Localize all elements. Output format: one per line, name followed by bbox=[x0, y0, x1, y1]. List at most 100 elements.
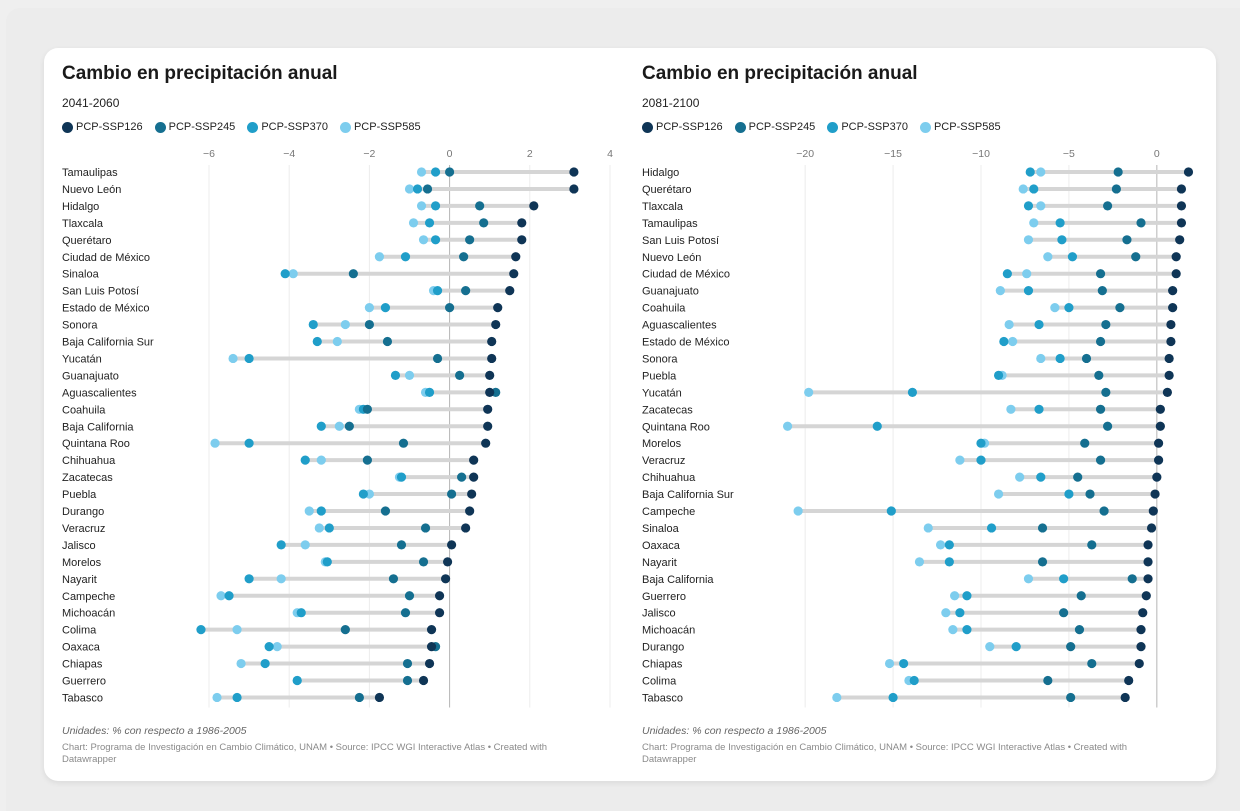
x-tick-label: −10 bbox=[972, 148, 990, 160]
data-point-pcp-ssp585 bbox=[1018, 184, 1028, 194]
data-point-pcp-ssp585 bbox=[935, 540, 946, 550]
data-point-pcp-ssp585 bbox=[832, 692, 842, 703]
state-label: Durango bbox=[642, 642, 684, 654]
data-point-pcp-ssp585 bbox=[272, 642, 282, 652]
state-label: Yucatán bbox=[62, 353, 102, 365]
legend-item-ssp585: PCP-SSP585 bbox=[339, 121, 421, 133]
data-point-pcp-ssp245 bbox=[398, 438, 409, 448]
state-label: Ciudad de México bbox=[642, 269, 730, 281]
state-label: Jalisco bbox=[642, 608, 676, 620]
data-point-pcp-ssp126 bbox=[1143, 557, 1153, 567]
chart-subtitle: 2041-2060 bbox=[62, 96, 120, 110]
state-label: Colima bbox=[642, 676, 677, 688]
data-point-pcp-ssp370 bbox=[316, 506, 326, 516]
data-point-pcp-ssp585 bbox=[782, 421, 793, 431]
data-point-pcp-ssp126 bbox=[1171, 252, 1181, 262]
data-point-pcp-ssp585 bbox=[950, 591, 960, 601]
state-label: San Luis Potosí bbox=[62, 286, 139, 298]
data-point-pcp-ssp126 bbox=[1150, 489, 1160, 499]
data-point-pcp-ssp370 bbox=[308, 319, 318, 330]
data-point-pcp-ssp245 bbox=[445, 167, 455, 177]
data-point-pcp-ssp245 bbox=[1097, 286, 1107, 296]
data-point-pcp-ssp370 bbox=[976, 455, 986, 465]
data-point-pcp-ssp126 bbox=[1176, 218, 1187, 228]
data-point-pcp-ssp245 bbox=[402, 658, 413, 669]
data-point-pcp-ssp245 bbox=[1073, 472, 1083, 482]
data-point-pcp-ssp126 bbox=[1171, 269, 1181, 279]
state-label: Hidalgo bbox=[62, 201, 99, 213]
data-point-pcp-ssp126 bbox=[529, 201, 539, 211]
data-point-pcp-ssp245 bbox=[348, 269, 358, 279]
data-point-pcp-ssp126 bbox=[1141, 591, 1151, 601]
legend-label: PCP-SSP585 bbox=[353, 121, 421, 133]
data-point-pcp-ssp370 bbox=[296, 608, 306, 618]
legend: PCP-SSP126 PCP-SSP245 PCP-SSP370 PCP-SSP… bbox=[62, 121, 421, 133]
dot-plot: −20 −15 −10 −5 0 Hidalgo Querétaro Tlaxcala Tama… bbox=[642, 148, 1194, 708]
state-label: Ciudad de México bbox=[62, 252, 150, 264]
x-tick-label: −15 bbox=[884, 148, 902, 160]
state-label: Campeche bbox=[62, 591, 115, 603]
data-point-pcp-ssp370 bbox=[1059, 574, 1069, 584]
data-point-pcp-ssp126 bbox=[1175, 235, 1185, 245]
data-point-pcp-ssp245 bbox=[382, 336, 393, 347]
state-label: Guanajuato bbox=[642, 286, 699, 298]
data-point-pcp-ssp126 bbox=[517, 235, 527, 245]
state-label: Chihuahua bbox=[642, 472, 696, 484]
data-point-pcp-ssp245 bbox=[400, 608, 411, 618]
legend-label: PCP-SSP585 bbox=[933, 121, 1001, 133]
data-point-pcp-ssp585 bbox=[304, 506, 314, 516]
data-point-pcp-ssp245 bbox=[461, 286, 471, 296]
data-point-pcp-ssp245 bbox=[459, 252, 469, 262]
state-label: Chiapas bbox=[62, 659, 103, 671]
data-point-pcp-ssp126 bbox=[442, 557, 453, 567]
data-point-pcp-ssp245 bbox=[1113, 167, 1123, 177]
data-point-pcp-ssp370 bbox=[300, 455, 310, 465]
data-point-pcp-ssp585 bbox=[236, 658, 246, 669]
legend-item-ssp370: PCP-SSP370 bbox=[827, 121, 908, 133]
data-point-pcp-ssp126 bbox=[1176, 184, 1187, 194]
state-label: Tlaxcala bbox=[642, 201, 684, 213]
data-point-pcp-ssp126 bbox=[1162, 387, 1172, 397]
data-point-pcp-ssp585 bbox=[210, 438, 220, 448]
data-point-pcp-ssp370 bbox=[899, 658, 909, 669]
data-point-pcp-ssp126 bbox=[569, 167, 579, 177]
legend-swatch bbox=[919, 121, 931, 133]
state-label: Zacatecas bbox=[62, 472, 113, 484]
data-point-pcp-ssp126 bbox=[1143, 574, 1153, 584]
data-point-pcp-ssp585 bbox=[1015, 472, 1025, 482]
data-point-pcp-ssp585 bbox=[884, 658, 895, 669]
data-point-pcp-ssp585 bbox=[1036, 167, 1046, 177]
data-point-pcp-ssp585 bbox=[1050, 303, 1060, 313]
data-point-pcp-ssp245 bbox=[1115, 303, 1125, 313]
data-point-pcp-ssp126 bbox=[1153, 438, 1164, 448]
data-point-pcp-ssp370 bbox=[1011, 642, 1021, 652]
x-tick-label: −20 bbox=[796, 148, 814, 160]
data-point-pcp-ssp585 bbox=[1004, 319, 1014, 330]
data-point-pcp-ssp126 bbox=[424, 658, 435, 669]
legend-swatch bbox=[62, 121, 73, 133]
data-point-pcp-ssp585 bbox=[1008, 336, 1018, 347]
data-point-pcp-ssp245 bbox=[1095, 404, 1106, 414]
data-point-pcp-ssp585 bbox=[941, 608, 951, 618]
chart-panel-2081-2100: Cambio en precipitación anual 2081-2100 … bbox=[642, 48, 1202, 781]
state-label: Puebla bbox=[62, 489, 97, 501]
data-point-pcp-ssp585 bbox=[300, 540, 310, 550]
legend-swatch bbox=[734, 121, 746, 133]
data-point-pcp-ssp126 bbox=[1164, 353, 1174, 364]
legend-swatch bbox=[247, 121, 259, 133]
data-point-pcp-ssp245 bbox=[1074, 625, 1085, 635]
legend-item-ssp126: PCP-SSP126 bbox=[642, 121, 723, 133]
state-label: Guerrero bbox=[62, 676, 106, 688]
data-point-pcp-ssp370 bbox=[1064, 489, 1074, 499]
data-point-pcp-ssp126 bbox=[1164, 370, 1174, 380]
state-label: Morelos bbox=[62, 557, 102, 569]
state-label: Quintana Roo bbox=[62, 438, 130, 450]
legend-swatch bbox=[642, 121, 653, 133]
data-point-pcp-ssp370 bbox=[1067, 252, 1078, 262]
state-label: Yucatán bbox=[642, 387, 682, 399]
data-point-pcp-ssp126 bbox=[440, 574, 451, 584]
data-point-pcp-ssp126 bbox=[485, 370, 495, 380]
data-point-pcp-ssp370 bbox=[909, 675, 919, 686]
state-label: Campeche bbox=[642, 506, 695, 518]
data-point-pcp-ssp370 bbox=[432, 286, 443, 296]
